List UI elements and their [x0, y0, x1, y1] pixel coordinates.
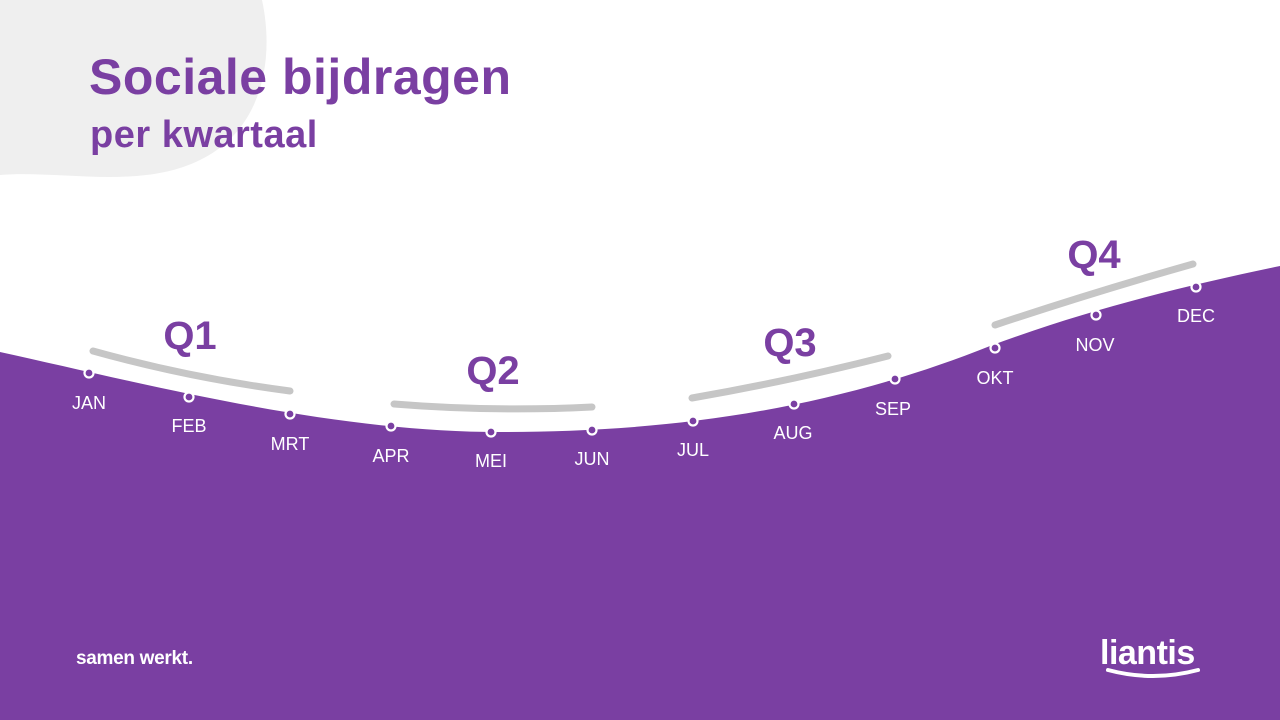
- month-label-dec: DEC: [1177, 306, 1215, 326]
- month-marker-mei: [485, 426, 497, 438]
- month-marker-nov: [1090, 309, 1102, 321]
- quarter-labels: Q1 Q2 Q3 Q4: [163, 233, 1121, 393]
- liantis-logo: liantis: [1100, 634, 1200, 678]
- month-label-okt: OKT: [976, 368, 1013, 388]
- month-label-mrt: MRT: [271, 434, 310, 454]
- month-label-apr: APR: [372, 446, 409, 466]
- month-labels: JAN FEB MRT APR MEI JUN JUL AUG SEP OKT NOV DEC: [72, 306, 1215, 471]
- month-label-feb: FEB: [171, 416, 206, 436]
- quarter-label-q3: Q3: [763, 321, 816, 365]
- quarter-label-q2: Q2: [466, 349, 519, 393]
- month-label-mei: MEI: [475, 451, 507, 471]
- month-marker-okt: [989, 342, 1001, 354]
- month-marker-apr: [385, 420, 397, 432]
- background-blob: [0, 0, 267, 177]
- quarter-bracket-q2: [390, 400, 596, 413]
- month-marker-feb: [183, 391, 195, 403]
- purple-wave: [0, 266, 1280, 720]
- svg-text:liantis: liantis: [1100, 634, 1195, 672]
- month-marker-dec: [1190, 281, 1202, 293]
- month-label-jun: JUN: [575, 449, 610, 469]
- quarter-bracket-q3: [688, 352, 892, 402]
- month-markers: [83, 281, 1202, 438]
- month-marker-aug: [788, 398, 800, 410]
- page-subtitle: per kwartaal: [90, 114, 318, 156]
- month-marker-jan: [83, 367, 95, 379]
- quarter-bracket-q4: [991, 260, 1197, 329]
- month-label-sep: SEP: [875, 399, 911, 419]
- month-label-nov: NOV: [1075, 335, 1114, 355]
- month-marker-sep: [889, 373, 901, 385]
- month-marker-jul: [687, 415, 699, 427]
- page-title: Sociale bijdragen: [89, 49, 512, 105]
- quarter-label-q1: Q1: [163, 314, 216, 358]
- quarter-label-q4: Q4: [1067, 233, 1121, 277]
- tagline: samen werkt.: [76, 648, 193, 669]
- month-label-jul: JUL: [677, 440, 709, 460]
- month-marker-jun: [586, 424, 598, 436]
- quarter-brackets: [89, 260, 1197, 413]
- quarter-bracket-q1: [89, 347, 294, 395]
- month-marker-mrt: [284, 408, 296, 420]
- month-label-aug: AUG: [773, 423, 812, 443]
- month-label-jan: JAN: [72, 393, 106, 413]
